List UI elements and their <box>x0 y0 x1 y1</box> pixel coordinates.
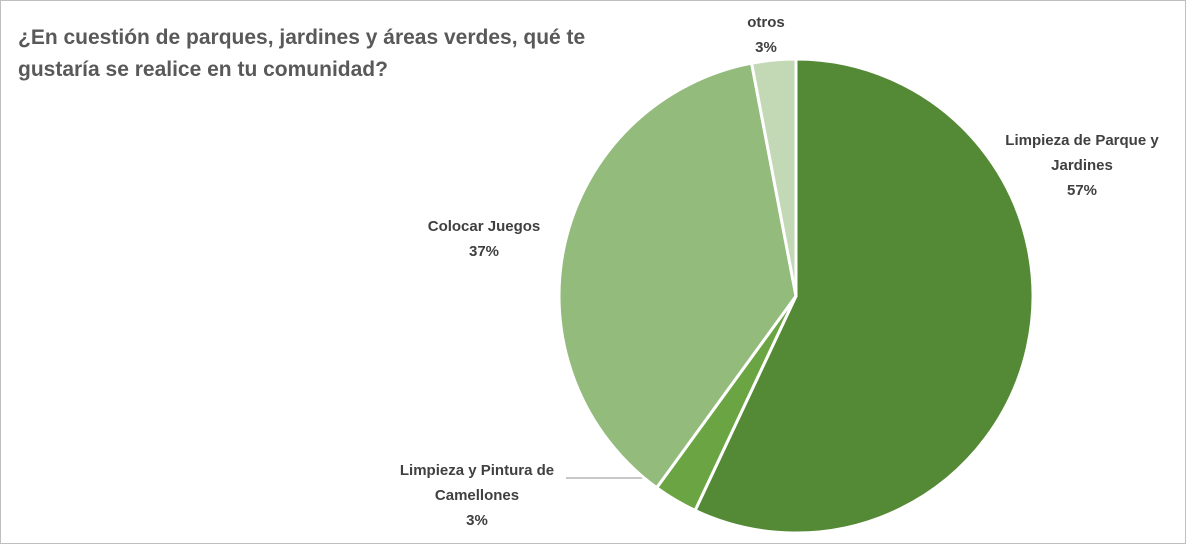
category-name: otros <box>747 14 785 31</box>
slice-label: Colocar Juegos 37% <box>394 214 574 264</box>
slice-label: Limpieza de Parque y Jardines 57% <box>982 128 1182 203</box>
category-name: Limpieza y Pintura de Camellones <box>399 462 555 504</box>
slice-label: Limpieza y Pintura de Camellones 3% <box>367 458 587 533</box>
pie-slice <box>749 57 798 297</box>
percent-label: 37% <box>468 243 500 260</box>
chart-title: ¿En cuestión de parques, jardines y área… <box>18 26 586 81</box>
percent-label: 57% <box>1066 182 1098 199</box>
percent-label: 3% <box>755 39 777 56</box>
percent-label: 3% <box>466 512 488 529</box>
slice-label: otros 3% <box>716 10 816 60</box>
category-name: Colocar Juegos <box>427 218 541 235</box>
pie <box>557 57 1035 535</box>
category-name: Limpieza de Parque y Jardines <box>1005 132 1159 174</box>
pie-slice <box>557 61 798 490</box>
pie-slice <box>693 57 1035 535</box>
